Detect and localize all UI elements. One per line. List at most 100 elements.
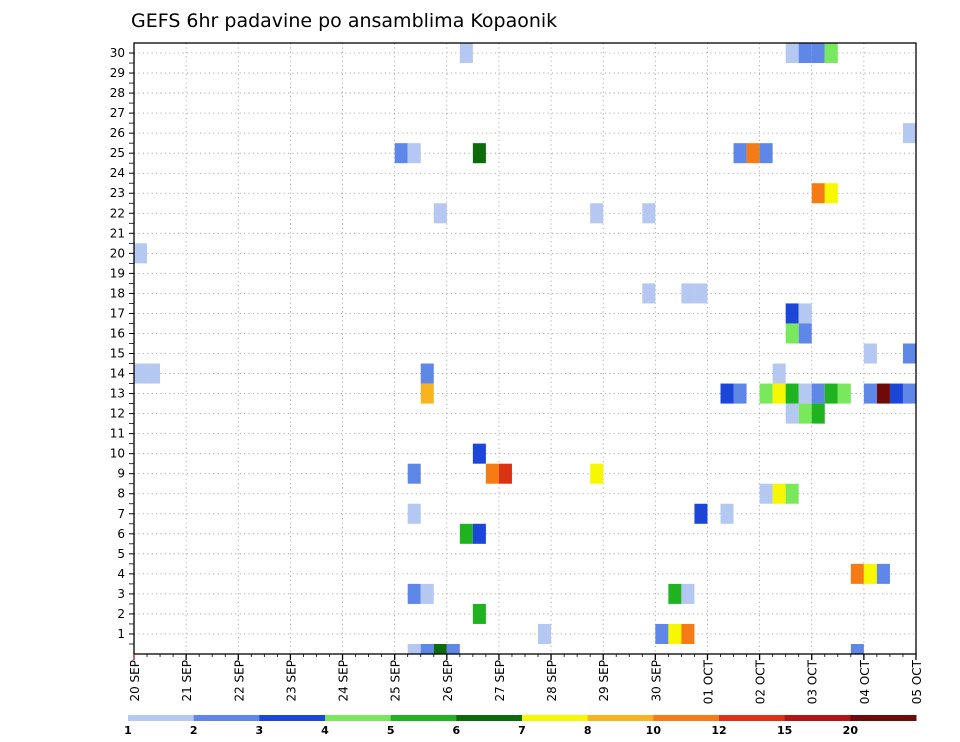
precip-cell: [420, 583, 434, 604]
y-tick-label: 3: [117, 587, 125, 601]
precip-cell: [694, 283, 708, 304]
precip-cell: [720, 503, 734, 524]
y-tick-label: 22: [110, 206, 125, 220]
precip-cell: [811, 383, 825, 404]
y-tick-label: 2: [117, 607, 125, 621]
y-tick-label: 30: [110, 46, 125, 60]
y-tick-label: 29: [110, 66, 125, 80]
y-tick-label: 9: [117, 467, 125, 481]
precip-cell: [798, 43, 812, 64]
y-tick-label: 17: [110, 306, 125, 320]
precip-cell: [733, 383, 747, 404]
y-tick-label: 21: [110, 226, 125, 240]
colorbar-swatch: [128, 715, 195, 721]
y-tick-label: 26: [110, 126, 125, 140]
y-tick-label: 4: [117, 567, 125, 581]
chart-title: GEFS 6hr padavine po ansamblima Kopaonik: [131, 10, 557, 32]
precip-cell: [420, 643, 434, 654]
y-tick-label: 8: [117, 487, 125, 501]
precip-cell: [850, 563, 864, 584]
precip-cell: [433, 203, 447, 224]
colorbar-swatch: [653, 715, 720, 721]
precip-cell: [433, 643, 447, 654]
colorbar-label: 15: [777, 724, 792, 737]
precip-cell: [902, 123, 916, 144]
precip-cell: [863, 343, 877, 364]
precip-cell: [850, 643, 864, 654]
precip-cell: [824, 383, 838, 404]
precip-cell: [811, 43, 825, 64]
colorbar-swatch: [325, 715, 392, 721]
colorbar-swatch: [587, 715, 654, 721]
precip-cell: [681, 583, 695, 604]
precip-cell: [824, 183, 838, 204]
precip-cell: [772, 383, 786, 404]
colorbar-label: 8: [584, 724, 592, 737]
y-tick-label: 14: [110, 367, 125, 381]
precip-cell: [420, 383, 434, 404]
colorbar-label: 2: [190, 724, 198, 737]
y-tick-label: 11: [110, 427, 125, 441]
y-tick-label: 12: [110, 407, 125, 421]
colorbar-label: 7: [518, 724, 526, 737]
precip-cell: [498, 463, 512, 484]
precip-cell: [134, 243, 148, 264]
precip-cell: [720, 383, 734, 404]
precip-cell: [772, 363, 786, 384]
x-tick-label: 02 OCT: [754, 659, 768, 704]
colorbar-swatch: [390, 715, 457, 721]
precip-cell: [733, 143, 747, 164]
colorbar-label: 3: [256, 724, 264, 737]
y-tick-label: 18: [110, 286, 125, 300]
y-tick-label: 24: [110, 166, 125, 180]
precip-cell: [863, 563, 877, 584]
precip-cell: [798, 303, 812, 324]
colorbar-swatch: [456, 715, 523, 721]
plot-frame: [133, 42, 917, 655]
precip-cell: [785, 383, 799, 404]
precip-cell: [785, 323, 799, 344]
precip-cell: [785, 43, 799, 64]
precip-cell: [902, 383, 916, 404]
x-tick-label: 20 SEP: [128, 660, 142, 702]
precip-cell: [772, 483, 786, 504]
x-tick-label: 22 SEP: [232, 660, 246, 702]
colorbar-legend: 1 2 3 4 5 6 7 8 10 12 15 20: [124, 715, 917, 737]
y-tick-label: 13: [110, 387, 125, 401]
x-tick-label: 25 SEP: [389, 660, 403, 702]
y-tick-label: 25: [110, 146, 125, 160]
colorbar-label: 20: [843, 724, 859, 737]
y-tick-label: 1: [117, 627, 125, 641]
precip-cell: [472, 443, 486, 464]
x-tick-label: 05 OCT: [910, 659, 924, 704]
precip-cell: [876, 383, 890, 404]
precip-cell: [407, 583, 421, 604]
grid-lines: [134, 43, 916, 654]
precip-cell: [642, 203, 656, 224]
x-tick-label: 29 SEP: [597, 660, 611, 702]
precip-cell: [407, 643, 421, 654]
precip-cell: [798, 383, 812, 404]
precip-cell: [394, 143, 408, 164]
y-tick-label: 19: [110, 266, 125, 280]
x-tick-label: 28 SEP: [545, 660, 559, 702]
precip-cell: [759, 483, 773, 504]
precip-cell: [407, 143, 421, 164]
x-tick-label: 01 OCT: [701, 659, 715, 704]
colorbar-swatch: [850, 715, 917, 721]
colorbar-label: 6: [453, 724, 461, 737]
precip-cell: [759, 143, 773, 164]
precip-cell: [590, 463, 604, 484]
y-tick-label: 28: [110, 86, 125, 100]
colorbar-swatch: [259, 715, 326, 721]
x-tick-label: 04 OCT: [858, 659, 872, 704]
precip-cell: [837, 383, 851, 404]
precip-cell: [798, 323, 812, 344]
precip-cell: [681, 623, 695, 644]
colorbar-label: 1: [124, 724, 132, 737]
colorbar-label: 4: [321, 724, 329, 737]
precip-cell: [694, 503, 708, 524]
precip-cell: [902, 343, 916, 364]
y-tick-label: 27: [110, 106, 125, 120]
precip-cell: [472, 523, 486, 544]
